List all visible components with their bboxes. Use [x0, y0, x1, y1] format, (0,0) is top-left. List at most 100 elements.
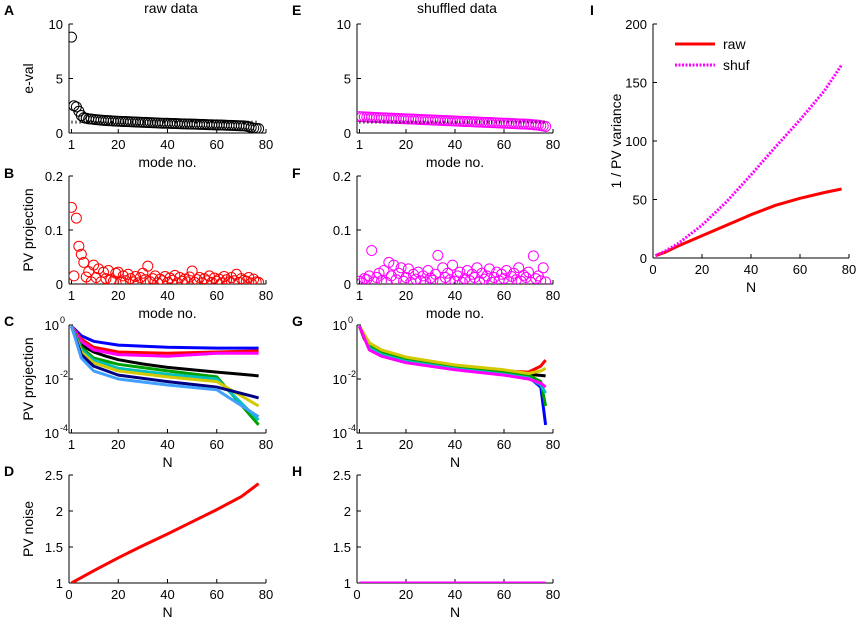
- y-tick-label: 200: [625, 17, 647, 32]
- y-tick-label: 1: [56, 576, 63, 591]
- data-point: [422, 265, 434, 276]
- data-point: [376, 275, 387, 284]
- y-tick-exponent: 0: [60, 315, 65, 325]
- x-axis-label: N: [450, 604, 460, 620]
- y-axis-label: e-val: [20, 63, 36, 93]
- data-point: [69, 201, 77, 213]
- x-tick-label: 20: [111, 437, 125, 452]
- y-tick-label: 50: [633, 193, 647, 208]
- y-tick-label: 2.5: [333, 468, 351, 483]
- x-axis-label: mode no.: [426, 305, 484, 321]
- x-tick-label: 1: [68, 437, 75, 452]
- data-point: [523, 266, 534, 278]
- y-tick-label: 0: [640, 251, 647, 266]
- x-tick-label: 60: [497, 587, 511, 602]
- x-tick-label: 80: [546, 137, 560, 152]
- x-tick-label: 1: [68, 137, 75, 152]
- y-tick-exponent: 0: [348, 315, 353, 325]
- x-tick-label: 20: [399, 437, 413, 452]
- chart-h: 0 20 40 60 80 1 1.5 2 2.5 N: [333, 468, 560, 620]
- x-tick-label: 20: [399, 587, 413, 602]
- series-line-yellow: [358, 325, 547, 375]
- x-tick-label: 60: [497, 288, 511, 303]
- data-point: [432, 249, 444, 261]
- x-tick-label: 0: [65, 587, 72, 602]
- data-point: [427, 274, 439, 284]
- series-line-raw: [70, 482, 260, 583]
- chart-i: 0 20 40 60 80 0 50 100 150 200 N 1 / PV variance raw…: [608, 17, 856, 295]
- x-axis-label: N: [162, 604, 172, 620]
- legend-label-shuf: shuf: [723, 57, 750, 73]
- plot-area-e: [357, 111, 552, 132]
- x-axis-label: mode no.: [426, 154, 484, 170]
- y-axis-label: PV noise: [20, 501, 36, 557]
- x-tick-label: 60: [210, 587, 224, 602]
- panel-letter-d: D: [4, 463, 14, 479]
- series-line-shuf: [654, 64, 843, 258]
- x-tick-label: 20: [111, 288, 125, 303]
- y-tick-label: 0.1: [45, 223, 63, 238]
- plot-area-c: [70, 325, 260, 426]
- panel-letter-f: F: [292, 165, 301, 181]
- x-tick-label: 1: [356, 288, 363, 303]
- chart-d: 0 20 40 60 80 1 1.5 2 2.5 N PV noise: [20, 468, 273, 620]
- plot-area-d: [70, 482, 260, 583]
- chart-f: 1 20 40 60 80 0 0.1 0.2 mode no.: [333, 169, 560, 321]
- y-tick-label: 0.2: [333, 169, 351, 184]
- data-point: [203, 270, 215, 282]
- panel-letter-i: I: [590, 2, 594, 18]
- x-axis-label: mode no.: [138, 305, 196, 321]
- y-tick-label: 0.2: [45, 169, 63, 184]
- y-tick-label: 10: [337, 17, 351, 32]
- x-tick-label: 40: [448, 437, 462, 452]
- chart-e: 1 20 40 60 80 0 5 10 mode no.: [337, 17, 561, 170]
- series-line-blue-top: [70, 325, 259, 350]
- panel-letter-a: A: [4, 2, 14, 18]
- data-point: [253, 123, 265, 133]
- data-point: [139, 274, 151, 284]
- series-line-light-blue: [70, 325, 260, 418]
- x-axis-label: N: [450, 454, 460, 470]
- x-tick-label: 0: [353, 587, 360, 602]
- series-line-raw: [654, 187, 842, 258]
- plot-area-i: [654, 64, 843, 258]
- panel-letter-g: G: [292, 313, 303, 329]
- data-point: [366, 245, 378, 257]
- y-tick-label: 10: [45, 426, 59, 441]
- series-line-green: [358, 325, 548, 407]
- x-tick-label: 40: [160, 437, 174, 452]
- y-tick-label: 10: [333, 426, 347, 441]
- y-tick-label: 10: [45, 318, 59, 333]
- data-point: [78, 256, 90, 268]
- x-tick-label: 1: [356, 137, 363, 152]
- plot-area-b: [69, 201, 265, 284]
- x-tick-label: 60: [210, 137, 224, 152]
- data-point: [97, 266, 109, 278]
- y-tick-exponent: -2: [348, 369, 356, 379]
- data-point: [535, 275, 547, 284]
- y-tick-label: 0.1: [333, 223, 351, 238]
- x-tick-label: 0: [649, 262, 656, 277]
- x-tick-label: 20: [111, 587, 125, 602]
- panel-letter-e: E: [292, 2, 301, 18]
- x-axis-label: mode no.: [138, 154, 196, 170]
- y-tick-exponent: -4: [60, 423, 68, 433]
- x-tick-label: 60: [497, 137, 511, 152]
- x-tick-label: 60: [793, 262, 807, 277]
- data-point: [69, 31, 77, 43]
- data-point: [248, 273, 260, 284]
- data-point: [70, 212, 82, 224]
- data-point: [142, 260, 154, 272]
- y-tick-label: 10: [45, 372, 59, 387]
- data-point: [442, 267, 454, 279]
- y-tick-label: 10: [333, 318, 347, 333]
- x-tick-label: 40: [448, 288, 462, 303]
- x-tick-label: 20: [399, 137, 413, 152]
- y-tick-label: 10: [49, 17, 63, 32]
- panel-letter-h: H: [292, 463, 302, 479]
- y-tick-label: 5: [56, 72, 63, 87]
- y-axis-label: PV projection: [20, 337, 36, 420]
- x-tick-label: 40: [160, 288, 174, 303]
